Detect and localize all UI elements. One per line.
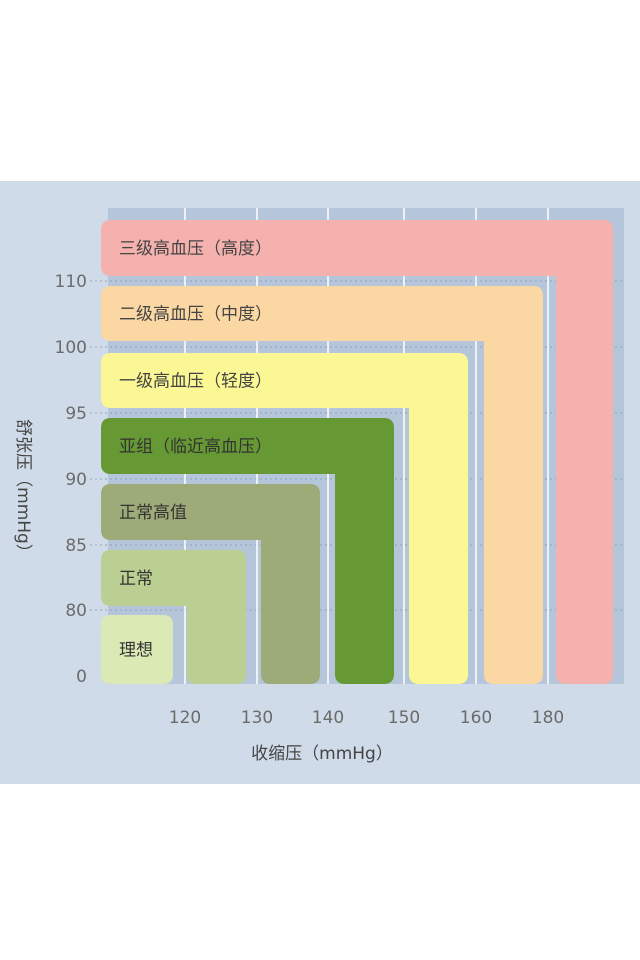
zone-band-1 — [101, 220, 613, 684]
zone-label-2: 二级高血压（中度） — [119, 305, 272, 325]
x-tick-label: 150 — [388, 708, 420, 728]
zone-band-7 — [101, 615, 173, 684]
zone-label-5: 正常高值 — [119, 503, 187, 523]
y-tick-label: 100 — [55, 338, 87, 358]
zone-label-6: 正常 — [119, 569, 153, 589]
y-tick-label: 0 — [76, 667, 87, 687]
y-tick-label: 80 — [65, 601, 87, 621]
zone-label-7: 理想 — [119, 641, 153, 661]
zone-label-3: 一级高血压（轻度） — [119, 372, 272, 392]
y-tick-label: 90 — [65, 470, 87, 490]
x-tick-label: 160 — [460, 708, 492, 728]
x-tick-label: 180 — [532, 708, 564, 728]
x-tick-label: 120 — [169, 708, 201, 728]
y-axis-title: 舒张压（mmHg） — [13, 419, 33, 561]
y-tick-label: 95 — [65, 404, 87, 424]
zone-band-4 — [101, 418, 394, 684]
x-tick-label: 130 — [241, 708, 273, 728]
zone-band-6 — [101, 550, 246, 684]
x-axis-title: 收缩压（mmHg） — [251, 744, 393, 764]
y-tick-label: 110 — [55, 272, 87, 292]
x-tick-label: 140 — [312, 708, 344, 728]
zone-label-4: 亚组（临近高血压） — [119, 437, 272, 457]
zone-band-2 — [101, 286, 543, 684]
zone-band-3 — [101, 353, 468, 684]
y-tick-label: 85 — [65, 536, 87, 556]
zone-band-5 — [101, 484, 320, 684]
zone-label-1: 三级高血压（高度） — [119, 239, 272, 259]
